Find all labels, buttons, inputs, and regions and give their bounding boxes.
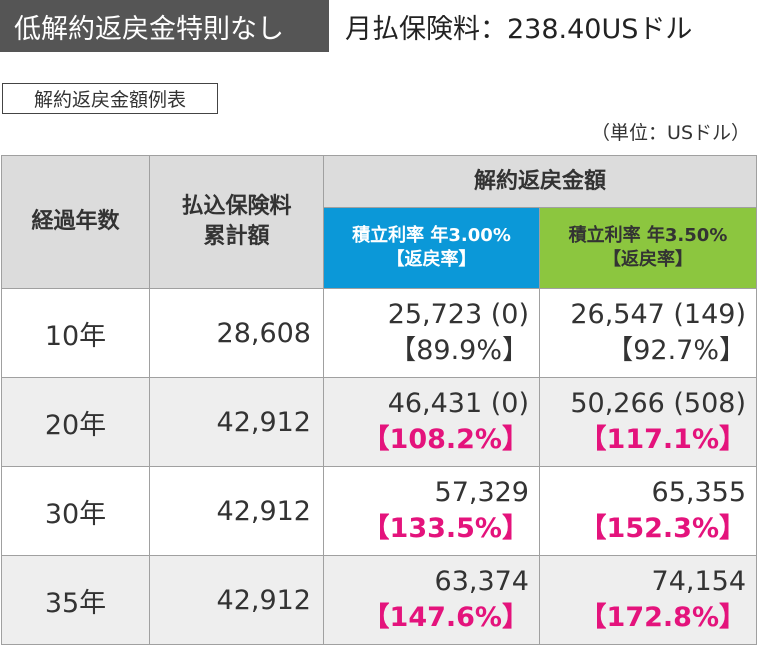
rate-a-cell: 57,329 【133.5%】	[323, 466, 540, 556]
paid-cell: 28,608	[149, 288, 324, 378]
amount-value: 46,431 (0)	[387, 388, 529, 420]
table-row: 10年 28,608 25,723 (0) 【89.9%】 26,547 (14…	[1, 288, 758, 378]
return-rate-highlight: 【117.1%】	[579, 424, 747, 455]
amount-value: 50,266 (508)	[570, 388, 747, 420]
surrender-value-table: 経過年数 払込保険料 累計額 解約返戻金額 積立利率 年3.00% 【返戻率】 …	[1, 155, 758, 645]
rate-b-cell: 50,266 (508) 【117.1%】	[538, 377, 758, 467]
amount-value: 74,154	[651, 566, 747, 598]
rate-b-cell: 26,547 (149) 【92.7%】	[538, 288, 758, 378]
return-rate-highlight: 【152.3%】	[579, 513, 747, 544]
year-cell: 10年	[1, 288, 150, 378]
return-rate: 【89.9%】	[389, 335, 529, 366]
table-row: 35年 42,912 63,374 【147.6%】 74,154 【172.8…	[1, 555, 758, 645]
rate-b-cell: 74,154 【172.8%】	[538, 555, 758, 645]
unit-note: （単位：USドル）	[591, 122, 750, 144]
header-rate-3-00: 積立利率 年3.00% 【返戻率】	[323, 207, 540, 289]
header-paid-total: 払込保険料 累計額	[149, 155, 324, 289]
plan-badge: 低解約返戻金特則なし	[0, 0, 329, 52]
table-row: 30年 42,912 57,329 【133.5%】 65,355 【152.3…	[1, 466, 758, 556]
rate-a-cell: 46,431 (0) 【108.2%】	[323, 377, 540, 467]
amount-value: 25,723 (0)	[387, 299, 529, 331]
paid-cell: 42,912	[149, 466, 324, 556]
amount-value: 63,374	[434, 566, 529, 598]
return-rate-highlight: 【172.8%】	[579, 602, 747, 633]
return-rate-highlight: 【108.2%】	[362, 424, 529, 455]
paid-cell: 42,912	[149, 555, 324, 645]
rate-a-cell: 25,723 (0) 【89.9%】	[323, 288, 540, 378]
table-caption: 解約返戻金額例表	[2, 83, 218, 114]
amount-value: 57,329	[434, 477, 529, 509]
header-years: 経過年数	[1, 155, 150, 289]
rate-a-cell: 63,374 【147.6%】	[323, 555, 540, 645]
header-rate-3-50: 積立利率 年3.50% 【返戻率】	[538, 207, 758, 289]
rate-b-cell: 65,355 【152.3%】	[538, 466, 758, 556]
return-rate: 【92.7%】	[606, 335, 747, 366]
year-cell: 20年	[1, 377, 150, 467]
header-surrender-value: 解約返戻金額	[322, 155, 758, 208]
amount-value: 65,355	[651, 477, 747, 509]
return-rate-highlight: 【133.5%】	[362, 513, 529, 544]
paid-cell: 42,912	[149, 377, 324, 467]
monthly-premium: 月払保険料：238.40USドル	[345, 13, 693, 45]
return-rate-highlight: 【147.6%】	[362, 602, 529, 633]
year-cell: 35年	[1, 555, 150, 645]
amount-value: 26,547 (149)	[570, 299, 747, 331]
table-row: 20年 42,912 46,431 (0) 【108.2%】 50,266 (5…	[1, 377, 758, 467]
year-cell: 30年	[1, 466, 150, 556]
